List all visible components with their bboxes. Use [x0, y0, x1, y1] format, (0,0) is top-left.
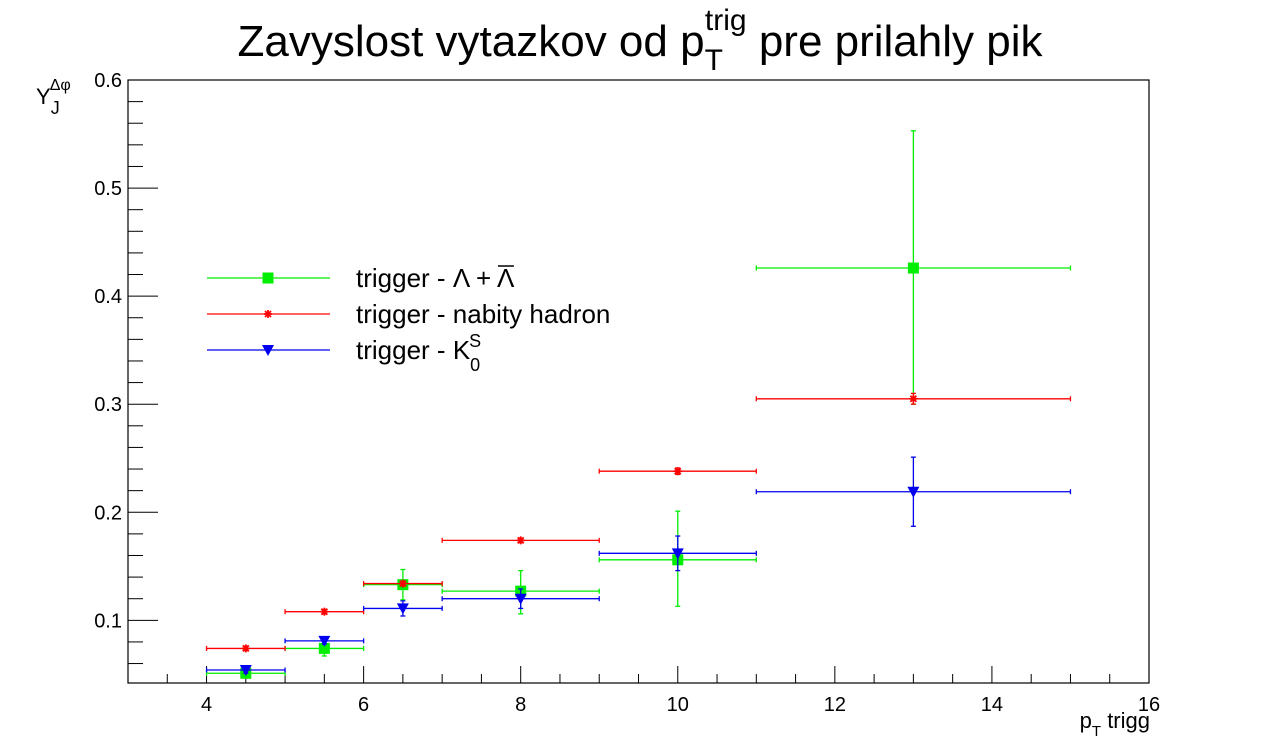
data-point — [362, 579, 443, 588]
x-axis-label-sub: T — [1092, 723, 1101, 740]
point-marker — [907, 262, 919, 274]
point-marker — [318, 635, 331, 647]
legend-label-prefix: trigger - — [356, 335, 453, 365]
y-tick-label: 0.2 — [94, 502, 122, 524]
series-layer — [205, 130, 1072, 679]
x-tick-label: 4 — [201, 694, 212, 716]
y-tick-label: 0.1 — [94, 610, 122, 632]
y-tick-label: 0.3 — [94, 394, 122, 416]
series-0 — [205, 130, 1072, 679]
point-marker — [320, 607, 329, 616]
legend-entry: trigger - K0 S — [207, 331, 481, 375]
data-point — [284, 607, 365, 616]
y-axis-label-sup: Δφ — [50, 77, 71, 94]
x-axis-label-main: p — [1080, 708, 1092, 733]
chart-title-sub: T — [705, 44, 723, 77]
data-point — [441, 588, 600, 610]
data-point — [441, 536, 600, 545]
legend-label-sub: 0 — [470, 355, 480, 375]
legend-label-sup: S — [469, 331, 481, 351]
y-axis-label-sub: J — [51, 98, 60, 118]
x-axis-label: pT trigg — [1080, 708, 1150, 740]
legend-label-main: Λ + Λ — [453, 263, 515, 293]
legend-marker — [262, 272, 274, 284]
point-marker — [516, 536, 525, 545]
data-point — [598, 535, 757, 572]
chart-title: Zavyslost vytazkov od pTtrig pre prilahl… — [238, 4, 1044, 77]
chart-title-sup: trig — [705, 4, 747, 37]
x-tick-label: 10 — [667, 694, 689, 716]
y-tick-label: 0.5 — [94, 178, 122, 200]
legend-marker — [264, 310, 272, 318]
x-tick-label: 8 — [515, 694, 526, 716]
legend-label-main: K — [453, 335, 471, 365]
point-marker — [241, 644, 250, 653]
chart-title-main: Zavyslost vytazkov od p — [238, 17, 705, 66]
point-marker — [673, 467, 682, 476]
legend-label: trigger - K0 S — [356, 331, 481, 375]
point-marker — [907, 486, 920, 498]
data-point — [205, 644, 286, 653]
x-tick-label: 16 — [1138, 694, 1160, 716]
legend-label: trigger - nabity hadron — [356, 299, 610, 329]
data-point — [598, 467, 757, 476]
x-tick-label: 14 — [981, 694, 1003, 716]
data-point — [755, 456, 1072, 527]
legend-entry: trigger - nabity hadron — [207, 299, 610, 329]
x-tick-label: 12 — [824, 694, 846, 716]
point-marker — [396, 603, 409, 615]
x-axis-label-tail: trigg — [1101, 708, 1150, 733]
legend-marker — [262, 345, 274, 356]
legend-label-prefix: trigger - — [356, 263, 453, 293]
point-marker — [318, 642, 330, 654]
y-tick-label: 0.4 — [94, 286, 122, 308]
legend-entry: trigger - Λ + Λ — [207, 263, 515, 293]
point-marker — [514, 593, 527, 605]
y-axis-label: YJ Δφ — [36, 77, 71, 118]
data-point — [755, 392, 1072, 405]
x-tick-label: 6 — [358, 694, 369, 716]
point-marker — [398, 579, 407, 588]
data-point — [755, 130, 1072, 405]
chart-title-tail: pre prilahly pik — [747, 17, 1044, 66]
y-axis-label-main: Y — [36, 84, 51, 109]
point-marker — [671, 548, 684, 560]
point-marker — [909, 394, 918, 403]
y-tick-label: 0.6 — [94, 70, 122, 92]
data-point — [362, 600, 443, 617]
data-point — [284, 635, 365, 647]
data-point — [205, 665, 286, 677]
legend-label-prefix: trigger - nabity hadron — [356, 299, 610, 329]
series-2 — [205, 456, 1072, 677]
plot-frame — [127, 79, 1150, 684]
series-1 — [205, 392, 1072, 653]
axes-group: 4 6 8 10 12 14 16 0.1 0.2 0.3 0.4 0.5 0.6 — [94, 70, 1160, 716]
point-marker — [239, 665, 252, 677]
legend-label: trigger - Λ + Λ — [356, 263, 515, 293]
